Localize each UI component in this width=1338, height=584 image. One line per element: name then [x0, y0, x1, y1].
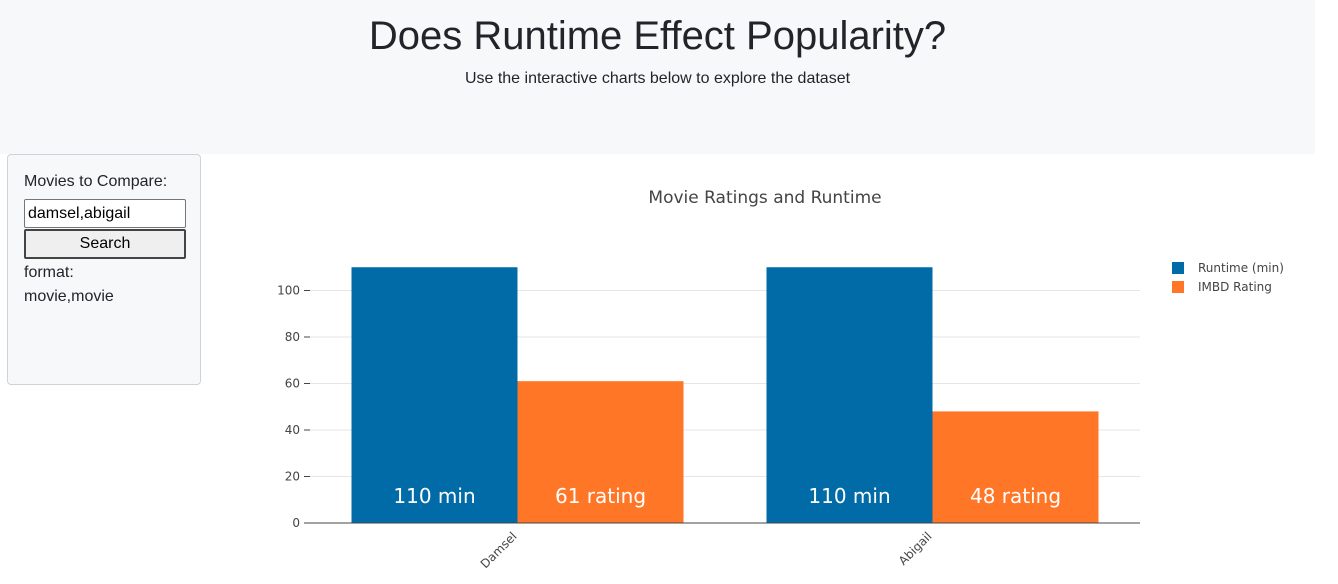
- bar-value-label: 48 rating: [970, 484, 1061, 508]
- y-tick-label: 60: [285, 377, 300, 391]
- compare-label: Movies to Compare:: [24, 173, 168, 190]
- format-label: format:: [24, 264, 74, 281]
- chart-axes: 0 20 40 60 80 100 Damsel Abigail: [277, 284, 1140, 571]
- page-title: Does Runtime Effect Popularity?: [368, 14, 947, 58]
- y-tick-label: 100: [277, 284, 300, 298]
- bar-value-label: 61 rating: [555, 484, 646, 508]
- x-tick-label: Abigail: [896, 529, 935, 568]
- bar-value-label: 110 min: [808, 484, 890, 508]
- format-example: movie,movie: [24, 288, 114, 305]
- chart-container: Movie Ratings and Runtime 110 min 61 rati…: [210, 154, 1315, 579]
- legend-swatch[interactable]: [1172, 262, 1184, 274]
- y-tick-label: 40: [285, 423, 300, 437]
- legend-swatch[interactable]: [1172, 281, 1184, 293]
- x-tick-label: Damsel: [478, 529, 520, 571]
- bar-value-label: 110 min: [393, 484, 475, 508]
- ratings-runtime-chart: Movie Ratings and Runtime 110 min 61 rati…: [277, 188, 1284, 571]
- movie-search-input[interactable]: [24, 199, 186, 228]
- y-tick-label: 20: [285, 470, 300, 484]
- legend-label[interactable]: Runtime (min): [1198, 261, 1284, 275]
- page-header: Does Runtime Effect Popularity? Use the …: [0, 0, 1315, 154]
- bar[interactable]: [932, 411, 1099, 523]
- bar[interactable]: [766, 267, 933, 523]
- chart-legend: Runtime (min) IMBD Rating: [1172, 261, 1284, 294]
- y-tick-label: 80: [285, 330, 300, 344]
- chart-bars: 110 min 61 rating 110 min 48 rating: [351, 267, 1099, 523]
- search-button[interactable]: Search: [24, 229, 186, 259]
- compare-panel: Movies to Compare: Search format: movie,…: [7, 154, 201, 385]
- page-subtitle: Use the interactive charts below to expl…: [464, 70, 851, 87]
- legend-label[interactable]: IMBD Rating: [1198, 280, 1272, 294]
- bar[interactable]: [351, 267, 518, 523]
- bar[interactable]: [517, 381, 684, 523]
- chart-title: Movie Ratings and Runtime: [648, 188, 881, 208]
- y-tick-label: 0: [292, 516, 300, 530]
